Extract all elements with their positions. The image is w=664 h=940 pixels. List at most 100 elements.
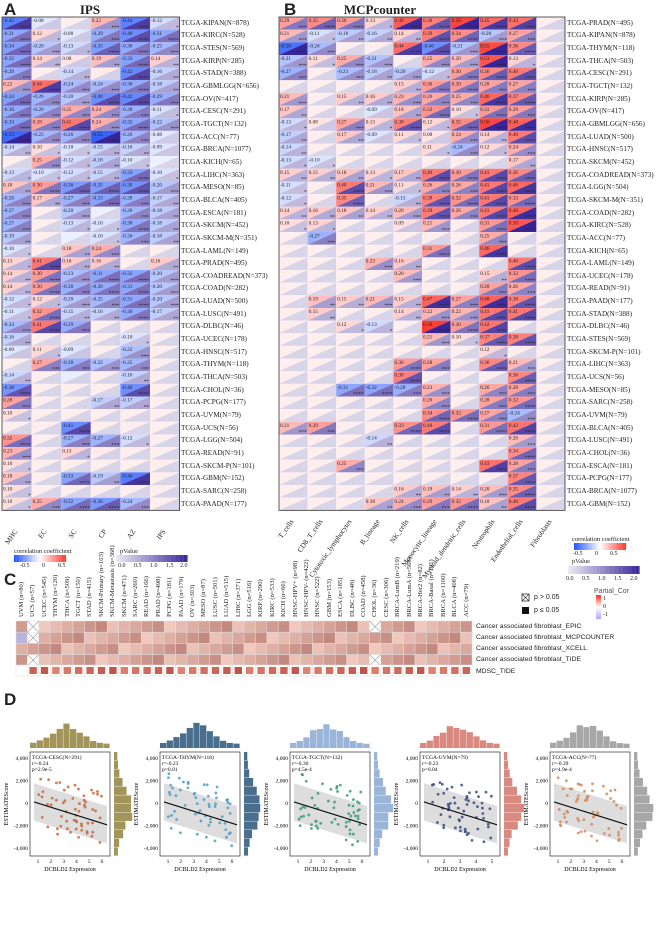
ips-corr-cell [61,383,91,397]
d-point [338,783,342,787]
mcp-p-cell [307,105,337,119]
mcp-corr-cell [336,320,365,334]
d-point [39,777,43,781]
ips-p-cell [31,497,62,511]
mcp-sig-label: **** [496,177,507,183]
mcp-corr-cell [307,333,337,346]
ips-corr-cell [120,447,150,460]
mcp-p-cell [307,295,337,308]
d-point [299,815,303,819]
ips-sig-label: *** [141,215,149,221]
mcp-corr-label: 0.26 [423,94,433,100]
d-r-label: r=-0.23 [422,761,439,767]
ips-corr-legend-bar [41,555,43,562]
ips-corr-cell [31,447,62,460]
d-top-hist-bar [226,742,233,748]
d-x-tick: 5 [608,859,611,865]
mcp-p-cell [536,383,565,397]
mcp-p-cell [450,156,480,169]
ips-corr-cell [2,42,32,55]
ips-p-legend-bar [136,555,139,562]
ips-corr-label: -0.25 [151,44,162,50]
mcp-corr-cell [450,472,480,486]
d-point [574,800,578,803]
ips-p-cell [150,333,180,346]
mcp-p-cell [336,206,365,220]
mcp-sig-label: *** [527,468,535,474]
c-mdsc-square [97,667,106,674]
ips-p-legend-bar [143,555,145,562]
ips-corr-tick: -0.5 [20,563,30,569]
mcp-corr-cell [364,295,394,308]
c-ns-mark [27,654,40,667]
mcp-corr-cell [364,333,394,346]
ips-corr-cell [90,67,121,81]
mcp-sig-label: **** [525,139,536,145]
mcp-sig-label: **** [496,126,507,132]
mcp-sig-label: * [476,113,479,119]
ips-sig-label: ** [85,75,91,81]
mcp-corr-cell [507,168,537,182]
mcp-sig-label: *** [442,366,450,372]
mcp-corr-cell [507,244,537,258]
mcp-p-legend-bar [618,566,621,574]
ips-p-cell [150,219,180,233]
ips-sig-label: * [146,164,149,170]
ips-p-cell [31,295,62,308]
d-top-hist-bar [330,729,337,748]
ips-corr-label: -0.10 [33,170,44,176]
ips-p-cell [120,194,150,207]
d-point [578,783,581,786]
mcp-p-cell [393,105,422,119]
ips-corr-cell [90,168,121,182]
mcp-corr-legend-bar [581,543,584,550]
mcp-corr-label: 0.40 [509,259,519,265]
d-point [617,831,620,834]
mcp-corr-label: -0.23 [337,69,348,75]
ips-sig-label: **** [109,506,120,512]
ips-corr-label: -0.10 [121,334,132,340]
c-mdsc-square [451,667,459,674]
c-legend-bar [596,598,601,600]
mcp-sig-label: **** [439,430,450,436]
ips-sig-label: * [28,506,31,512]
mcp-p-cell [279,307,308,321]
d-top-hist-bar [480,740,487,748]
mcp-sig-label: ** [502,278,508,284]
mcp-corr-cell [307,130,337,144]
mcp-corr-label: 0.32 [509,398,519,404]
mcp-corr-cell [536,497,565,511]
d-point [345,793,349,797]
mcp-p-cell [364,396,394,410]
mcp-corr-label: -0.10 [309,157,320,163]
mcp-corr-label: 0.17 [280,107,290,113]
mcp-corr-cell [279,371,308,384]
ips-corr-cell [2,295,32,308]
ips-p-tick: 0.5 [134,563,142,569]
mcp-corr-cell [336,270,365,283]
mcp-corr-label: 0.15 [280,170,290,176]
mcp-p-cell [479,371,508,384]
ips-sig-label: **** [138,63,149,69]
mcp-corr-label: 0.38 [509,297,519,303]
ips-corr-label: -0.26 [3,195,14,201]
mcp-corr-cell [393,409,422,422]
mcp-frame [278,16,566,511]
mcp-sig-label: **** [439,215,450,221]
mcp-p-cell [336,333,365,346]
ips-p-cell [2,447,32,460]
mcp-corr-label: 0.26 [509,284,519,290]
ips-corr-cell [120,345,150,359]
mcp-corr-cell [479,156,508,169]
mcp-corr-label: 0.18 [337,170,347,176]
mcp-row-label: TCGA-THYM(N=118) [567,44,635,53]
mcp-p-cell [393,421,422,435]
ips-corr-cell [120,219,150,233]
mcp-corr-tick: 0.5 [610,551,618,557]
ips-corr-cell [2,282,32,296]
ips-corr-cell [120,80,150,93]
d-point [166,815,170,819]
ips-p-cell [90,459,121,473]
mcp-corr-cell [393,244,422,258]
ips-corr-cell [61,307,91,321]
